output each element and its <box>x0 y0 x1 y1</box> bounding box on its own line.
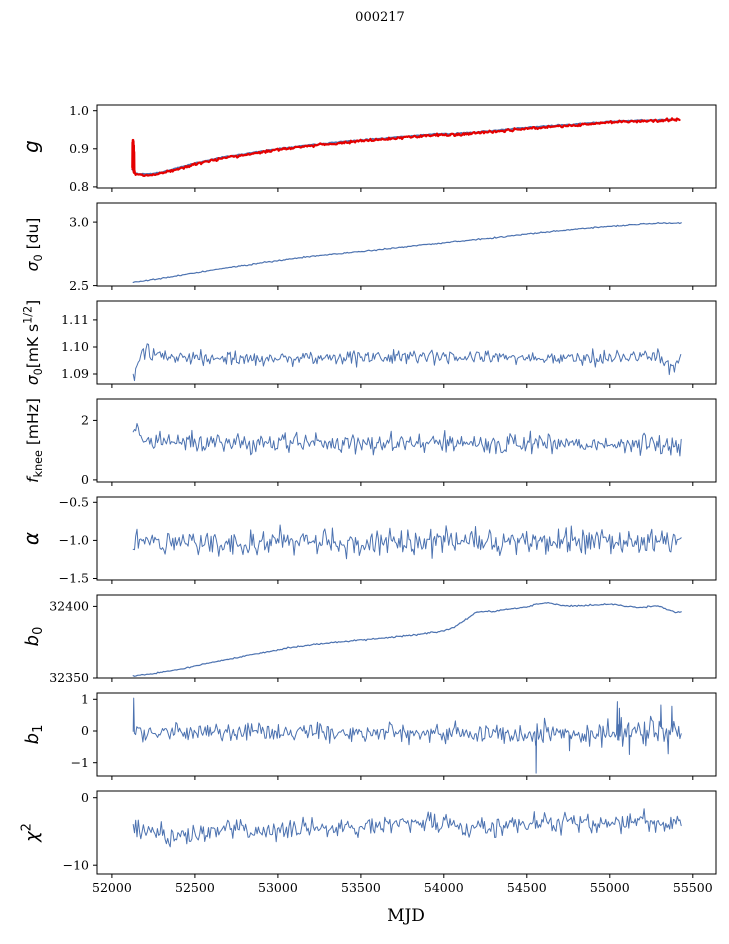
y-tick-label: −1.5 <box>59 571 89 586</box>
y-axis-label-b1: b1 <box>22 725 46 745</box>
y-tick-label: 32350 <box>49 670 89 685</box>
y-tick-label: 0 <box>81 790 89 805</box>
series-alpha <box>132 524 682 560</box>
y-tick-label: 0 <box>81 472 89 487</box>
y-tick-label: 1 <box>81 692 89 707</box>
panel-chi2: −10 0 χ2 <box>19 790 717 878</box>
x-tick-label: 52500 <box>175 880 215 895</box>
y-tick-label: 2.5 <box>69 278 89 293</box>
y-axis-label-alpha: α <box>19 532 43 545</box>
y-axis-label-b0: b0 <box>22 627 46 647</box>
series-sigma0-mks <box>132 343 682 382</box>
y-axis-label-sigma0-du: σ0 [du] <box>24 218 45 272</box>
axes-spines-fknee <box>96 398 717 483</box>
y-axis-label-g: g <box>19 140 43 153</box>
x-tick-label: 54000 <box>424 880 464 895</box>
panel-sigma0-mks: 1.09 1.10 1.11 σ0[mK s1/2] <box>21 300 717 388</box>
panel-alpha: −0.5 −1.0 −1.5 α <box>19 495 717 586</box>
series-g-data-start-spike <box>131 138 136 174</box>
y-tick-label: −1.0 <box>59 533 89 548</box>
panel-b1: −1 0 1 b1 <box>22 692 717 780</box>
series-b0 <box>132 601 682 677</box>
axes-spines-b0 <box>96 594 717 679</box>
panel-sigma0-du: 2.5 3.0 σ0 [du] <box>24 202 717 293</box>
axes-spines-sigma0-mks <box>96 300 717 385</box>
series-b1 <box>132 697 682 774</box>
panel-g: 0.8 0.9 1.0 g <box>19 103 717 194</box>
x-tick-label: 52000 <box>92 880 132 895</box>
y-tick-label: 0.9 <box>69 141 89 156</box>
y-tick-label: 1.10 <box>61 339 89 354</box>
y-tick-label: 0 <box>81 723 89 738</box>
axes-spines-sigma0-du <box>96 202 717 287</box>
axes-spines-chi2 <box>96 790 717 875</box>
y-axis-label-sigma0-mks: σ0[mK s1/2] <box>21 300 45 385</box>
x-axis-label: MJD <box>387 906 425 926</box>
x-tick-label: 53500 <box>341 880 381 895</box>
series-g-model <box>131 118 681 176</box>
y-tick-label: 1.09 <box>61 366 89 381</box>
y-tick-label: 32400 <box>49 599 89 614</box>
y-axis-label-chi2: χ2 <box>19 823 43 843</box>
x-tick-label: 55500 <box>673 880 713 895</box>
series-g-data <box>133 117 681 177</box>
y-tick-label: 1.11 <box>61 312 89 327</box>
axes-spines-g <box>96 104 717 189</box>
series-chi2 <box>132 808 682 848</box>
panel-fknee: 0 2 fknee [mHz] <box>24 398 717 487</box>
y-tick-label: −10 <box>63 857 89 872</box>
series-fknee <box>132 423 682 457</box>
x-tick-label: 55000 <box>590 880 630 895</box>
y-tick-label: 3.0 <box>69 214 89 229</box>
x-tick-label: 53000 <box>258 880 298 895</box>
y-axis-label-fknee: fknee [mHz] <box>24 398 45 483</box>
y-tick-label: 0.8 <box>69 179 89 194</box>
y-tick-label: −1 <box>71 755 89 770</box>
y-tick-label: 1.0 <box>69 103 89 118</box>
y-tick-label: −0.5 <box>59 495 89 510</box>
figure-title: 000217 <box>355 10 405 25</box>
series-sigma0-du <box>132 222 682 283</box>
axes-spines-alpha <box>96 496 717 581</box>
y-tick-label: 2 <box>81 413 89 428</box>
axes-spines-b1 <box>96 692 717 777</box>
x-tick-label: 54500 <box>507 880 547 895</box>
